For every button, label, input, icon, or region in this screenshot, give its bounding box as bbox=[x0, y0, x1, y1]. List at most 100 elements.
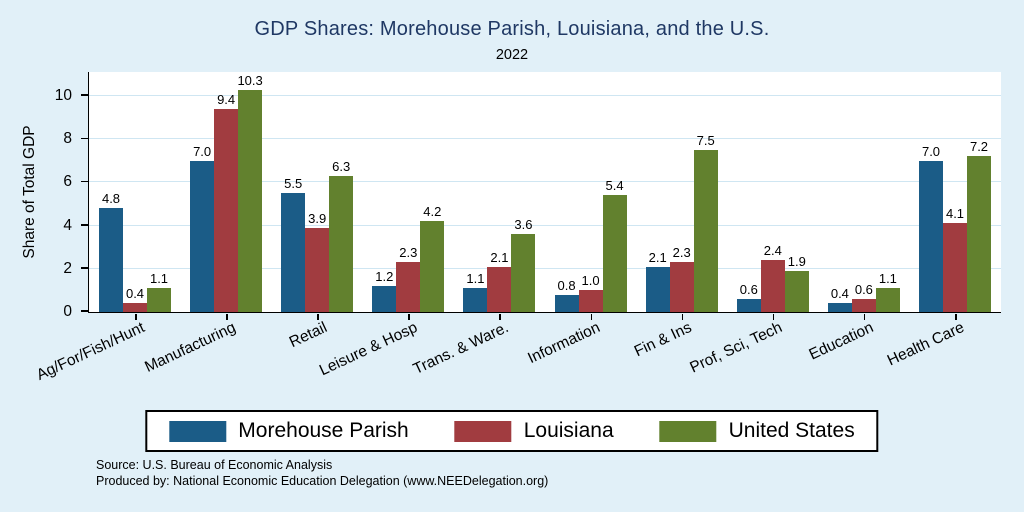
legend-item-louisiana: Louisiana bbox=[454, 419, 614, 443]
bar-value-label: 2.3 bbox=[399, 245, 418, 261]
bar-united-states bbox=[784, 270, 809, 312]
bar-value-label: 1.0 bbox=[581, 273, 600, 289]
y-tick-label: 2 bbox=[63, 259, 72, 277]
bar-value-label: 9.4 bbox=[217, 91, 236, 107]
y-tick-mark bbox=[81, 94, 88, 96]
x-tick-mark bbox=[681, 314, 684, 320]
bar-united-states bbox=[147, 288, 171, 312]
legend-swatch-united-states bbox=[659, 420, 717, 442]
bar-louisiana bbox=[760, 260, 785, 312]
bar-value-label: 0.6 bbox=[739, 282, 758, 298]
bar-value-label: 4.1 bbox=[945, 206, 965, 222]
x-category-label: Manufacturing bbox=[142, 319, 239, 376]
bar-value-label: 10.3 bbox=[237, 72, 263, 88]
bar-morehouse-parish bbox=[281, 193, 306, 312]
y-tick-mark bbox=[81, 180, 88, 183]
bar-value-label: 2.1 bbox=[490, 249, 509, 265]
legend-swatch-louisiana bbox=[454, 420, 512, 442]
bar-value-label: 5.4 bbox=[605, 178, 624, 194]
legend-swatch-morehouse-parish bbox=[169, 420, 227, 442]
bar-louisiana bbox=[396, 262, 421, 312]
chart-subtitle: 2022 bbox=[495, 47, 529, 63]
bar-value-label: 3.9 bbox=[308, 210, 327, 226]
bar-united-states bbox=[511, 234, 536, 312]
bar-value-label: 2.4 bbox=[763, 243, 782, 259]
x-category-label: Ag/For/Fish/Hunt bbox=[33, 319, 148, 384]
bar-united-states bbox=[875, 288, 900, 312]
x-category-label: Leisure & Hosp bbox=[317, 319, 421, 380]
x-category-label: Health Care bbox=[885, 319, 968, 370]
bar-louisiana bbox=[943, 223, 967, 312]
y-axis-ticks: 0 2 4 6 8 10 bbox=[0, 72, 88, 320]
x-tick-mark bbox=[772, 314, 775, 320]
bar-value-label: 4.8 bbox=[101, 191, 121, 207]
bar-value-label: 0.4 bbox=[125, 286, 145, 302]
bar-value-label: 1.1 bbox=[878, 271, 897, 287]
bar-morehouse-parish bbox=[736, 299, 761, 312]
x-tick-mark bbox=[499, 314, 501, 320]
producer-note: Produced by: National Economic Education… bbox=[96, 474, 549, 489]
y-tick-mark bbox=[81, 224, 88, 226]
x-category-label: Fin & Ins bbox=[631, 319, 694, 361]
bar-value-label: 0.6 bbox=[854, 282, 873, 298]
bar-united-states bbox=[238, 89, 263, 312]
bar-louisiana bbox=[578, 290, 603, 312]
x-tick-mark bbox=[955, 314, 957, 320]
bar-morehouse-parish bbox=[645, 266, 670, 312]
y-tick-label: 0 bbox=[63, 303, 72, 320]
bar-value-label: 2.3 bbox=[672, 245, 691, 261]
x-tick-mark bbox=[590, 314, 593, 320]
bar-value-label: 4.2 bbox=[423, 204, 442, 220]
bar-value-label: 7.0 bbox=[193, 143, 212, 159]
bar-united-states bbox=[602, 195, 627, 312]
bar-louisiana bbox=[851, 299, 876, 312]
x-tick-mark bbox=[863, 314, 866, 320]
gridline bbox=[89, 181, 1001, 183]
x-category-label: Prof, Sci, Tech bbox=[687, 319, 785, 377]
bar-value-label: 0.4 bbox=[830, 286, 849, 302]
bar-value-label: 5.5 bbox=[284, 176, 303, 192]
bar-value-label: 7.5 bbox=[696, 133, 715, 148]
plot-area: 4.8 0.4 1.1 7.0 9.4 10.3 5.5 3.9 6.3 1.2 2.3 4.2 1.1… bbox=[88, 72, 1001, 320]
bar-louisiana bbox=[123, 303, 147, 312]
x-category-label: Trans. & Ware. bbox=[411, 319, 512, 378]
gridline bbox=[89, 95, 1001, 96]
legend-item-united-states: United States bbox=[659, 419, 855, 443]
y-tick-label: 10 bbox=[54, 87, 72, 104]
legend-label: Morehouse Parish bbox=[238, 419, 409, 442]
y-tick-label: 4 bbox=[63, 216, 72, 234]
bar-value-label: 7.0 bbox=[921, 143, 941, 159]
x-tick-mark bbox=[408, 314, 410, 320]
legend-item-morehouse-parish: Morehouse Parish bbox=[169, 419, 409, 443]
bar-united-states bbox=[329, 175, 354, 312]
x-tick-mark bbox=[226, 314, 228, 320]
bar-morehouse-parish bbox=[827, 303, 852, 312]
source-note: Source: U.S. Bureau of Economic Analysis bbox=[96, 458, 333, 472]
legend-label: Louisiana bbox=[523, 419, 614, 442]
y-tick-mark bbox=[81, 310, 88, 312]
bar-united-states bbox=[420, 221, 445, 312]
y-tick-label: 8 bbox=[63, 130, 72, 148]
gridline bbox=[89, 138, 1001, 140]
bar-morehouse-parish bbox=[919, 160, 943, 312]
bar-value-label: 1.1 bbox=[466, 271, 485, 287]
bar-morehouse-parish bbox=[190, 160, 215, 312]
x-category-label: Retail bbox=[286, 319, 330, 352]
bar-morehouse-parish bbox=[463, 288, 488, 312]
bar-morehouse-parish bbox=[99, 208, 123, 312]
bar-louisiana bbox=[669, 262, 694, 312]
x-tick-mark bbox=[135, 314, 137, 320]
bar-value-label: 1.1 bbox=[149, 271, 169, 287]
y-tick-mark bbox=[81, 267, 88, 269]
bar-value-label: 1.9 bbox=[787, 253, 806, 269]
y-tick-mark bbox=[81, 137, 88, 140]
bar-united-states bbox=[693, 150, 718, 312]
y-tick-label: 6 bbox=[63, 173, 72, 191]
gridline bbox=[89, 267, 1001, 269]
footnotes: Source: U.S. Bureau of Economic Analysis… bbox=[96, 457, 548, 490]
bar-value-label: 6.3 bbox=[332, 158, 351, 174]
bar-louisiana bbox=[305, 227, 330, 312]
x-axis-labels: Ag/For/Fish/Hunt Manufacturing Retail Leisu… bbox=[34, 317, 1000, 403]
bar-value-label: 2.1 bbox=[648, 249, 667, 265]
